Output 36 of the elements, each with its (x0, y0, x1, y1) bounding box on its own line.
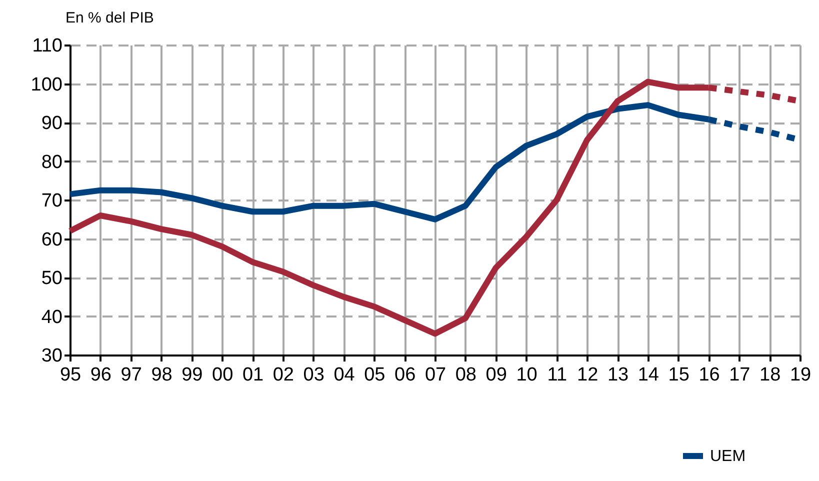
y-tick-label: 100 (30, 74, 62, 96)
x-tick-label: 09 (486, 364, 507, 386)
x-tick-label: 12 (577, 364, 598, 386)
x-tick-label: 13 (607, 364, 629, 386)
x-tick-label: 14 (638, 364, 660, 386)
x-tick-label: 17 (729, 364, 750, 386)
x-tick-label: 08 (455, 364, 476, 386)
y-tick-label: 110 (32, 36, 62, 56)
y-tick-label: 70 (41, 190, 62, 212)
x-tick-label: 16 (698, 364, 720, 386)
legend-label: UEM (710, 448, 746, 465)
y-tick-label: 30 (41, 346, 62, 366)
x-tick-label: 06 (394, 364, 416, 386)
x-tick-label: 97 (120, 364, 142, 386)
x-tick-label: 05 (364, 364, 386, 386)
x-tick-label: 03 (303, 364, 324, 386)
x-tick-label: 10 (516, 364, 538, 386)
y-tick-label: 50 (41, 268, 62, 289)
x-tick-label: 19 (790, 364, 812, 386)
y-axis-title: En % del PIB (66, 10, 154, 26)
x-tick-label: 02 (272, 364, 294, 386)
x-tick-label: 95 (60, 364, 82, 386)
x-tick-label: 00 (212, 364, 234, 386)
y-tick-label: 90 (41, 113, 62, 134)
x-tick-label: 07 (424, 364, 446, 386)
x-tick-label: 99 (182, 364, 203, 386)
x-tick-label: 04 (334, 364, 356, 386)
x-tick-label: 18 (760, 364, 781, 386)
y-tick-label: 60 (41, 229, 62, 250)
x-tick-label: 15 (668, 364, 690, 386)
x-tick-label: 11 (547, 364, 568, 386)
y-tick-label: 40 (41, 306, 62, 328)
x-tick-label: 98 (151, 364, 172, 386)
y-tick-label: 80 (41, 152, 62, 173)
x-tick-label: 96 (90, 364, 112, 386)
x-tick-label: 01 (242, 364, 264, 386)
